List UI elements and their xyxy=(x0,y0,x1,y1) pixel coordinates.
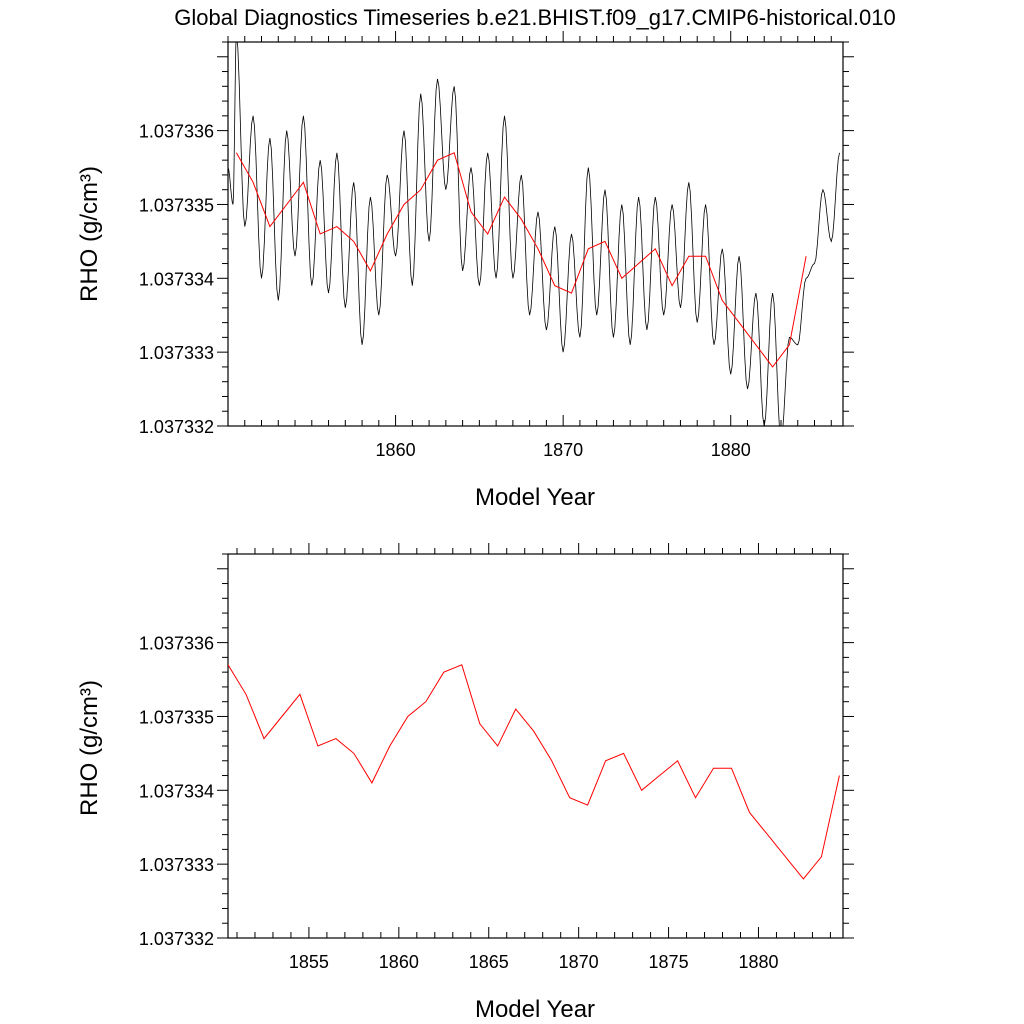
annual-mean-series-line xyxy=(228,664,840,880)
bottom-x-axis-label: Model Year xyxy=(475,996,595,1023)
y-tick-label: 1.037334 xyxy=(139,781,214,801)
y-tick-label: 1.037332 xyxy=(139,929,214,949)
top-panel: Model Year RHO (g/cm³) 1860 1870 1880 1.037… xyxy=(76,31,854,511)
monthly-series-line xyxy=(228,42,840,426)
annual-mean-series-line xyxy=(235,152,807,368)
x-tick-label: 1875 xyxy=(649,952,689,972)
y-tick-label: 1.037332 xyxy=(139,417,214,437)
x-tick-label: 1855 xyxy=(289,952,329,972)
x-tick-label: 1880 xyxy=(738,952,778,972)
y-tick-label: 1.037336 xyxy=(139,122,214,142)
y-tick-label: 1.037335 xyxy=(139,195,214,215)
y-tick-label: 1.037333 xyxy=(139,855,214,875)
x-tick-label: 1860 xyxy=(376,440,416,460)
y-tick-label: 1.037336 xyxy=(139,634,214,654)
plot-frame xyxy=(227,553,844,939)
x-tick-label: 1865 xyxy=(469,952,509,972)
x-tick-label: 1870 xyxy=(543,440,583,460)
y-tick-label: 1.037334 xyxy=(139,269,214,289)
bottom-panel: Model Year RHO (g/cm³) 1855 1860 1865 1870 1… xyxy=(76,543,854,1023)
bottom-y-axis-label: RHO (g/cm³) xyxy=(76,680,103,816)
y-tick-label: 1.037333 xyxy=(139,343,214,363)
y-tick-label: 1.037335 xyxy=(139,707,214,727)
figure-title: Global Diagnostics Timeseries b.e21.BHIS… xyxy=(174,5,895,30)
top-x-axis-label: Model Year xyxy=(475,484,595,511)
x-tick-label: 1860 xyxy=(379,952,419,972)
x-tick-label: 1880 xyxy=(711,440,751,460)
x-tick-label: 1870 xyxy=(559,952,599,972)
top-y-axis-label: RHO (g/cm³) xyxy=(76,166,103,302)
